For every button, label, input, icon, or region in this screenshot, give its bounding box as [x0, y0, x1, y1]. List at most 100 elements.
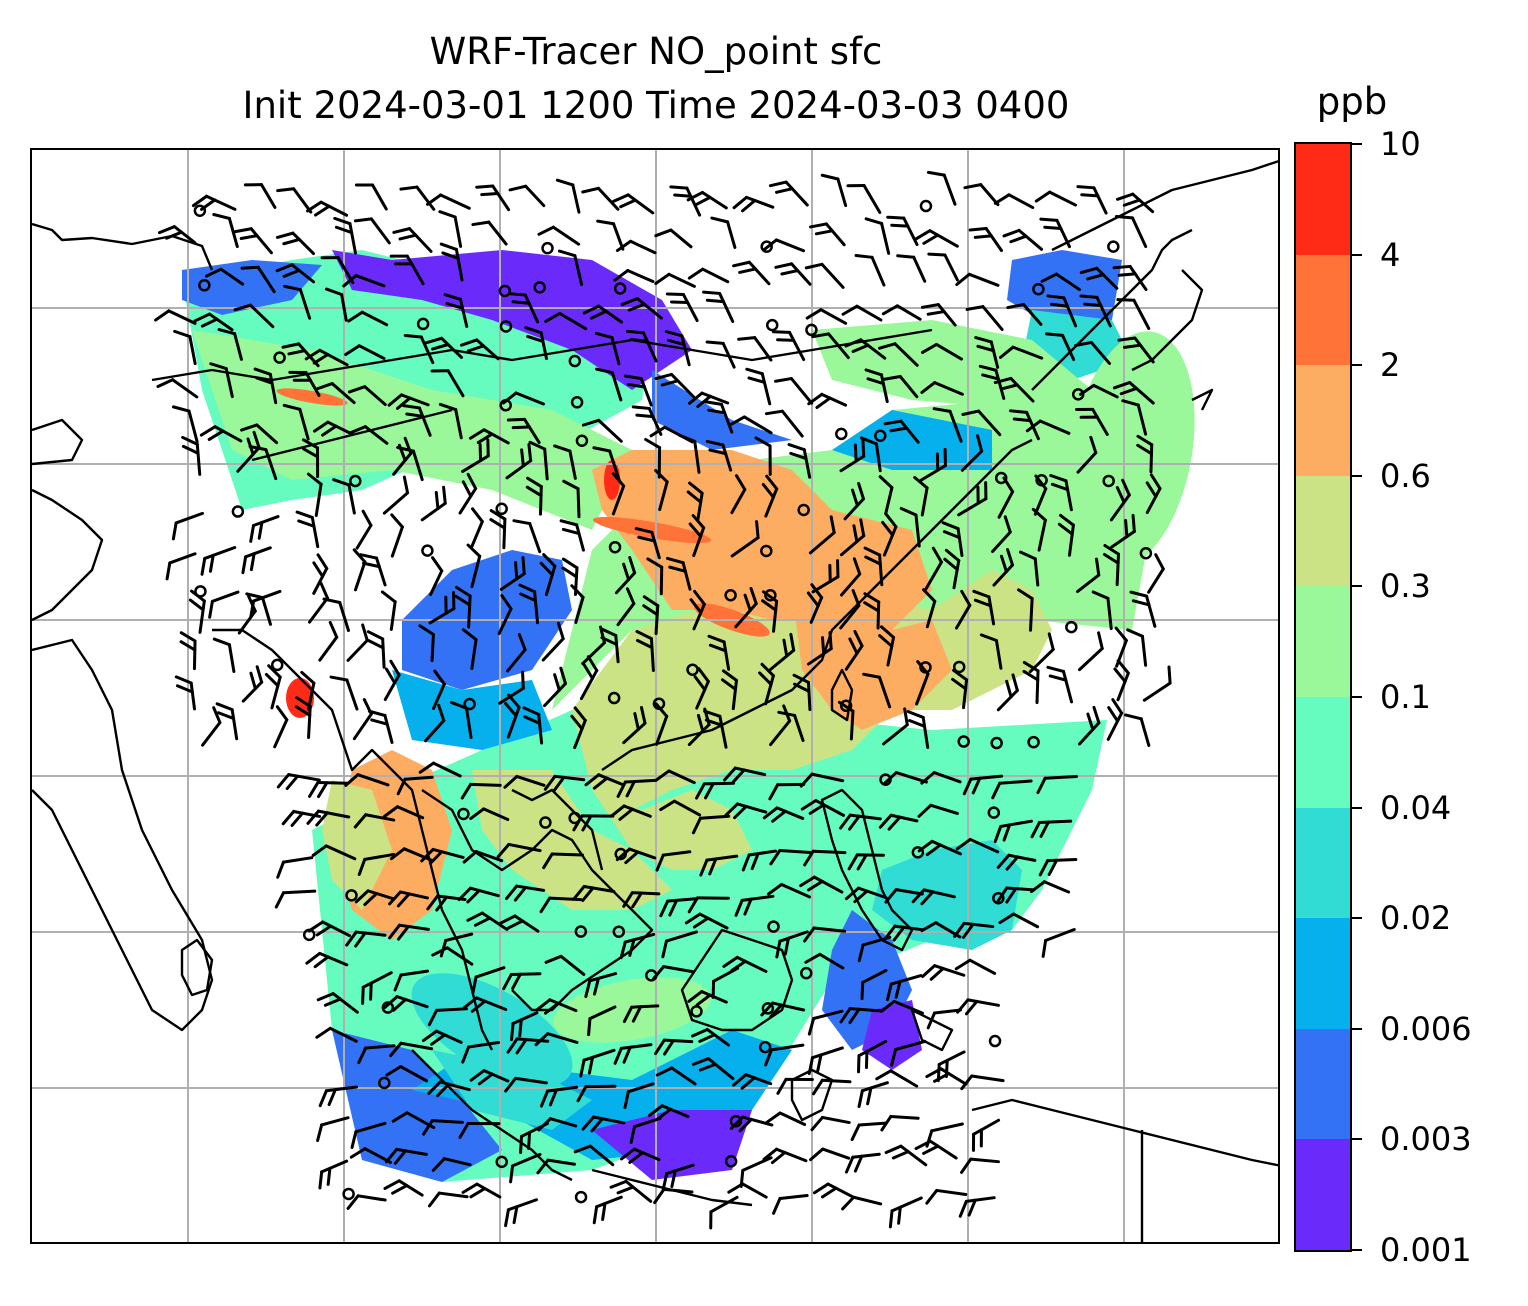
calm-wind-circle	[765, 318, 779, 332]
wind-barb	[620, 297, 663, 320]
wind-barb	[459, 338, 500, 361]
colorbar-tick	[1352, 585, 1362, 588]
coastline	[1131, 269, 1204, 372]
wind-barb	[799, 875, 844, 894]
wind-barb	[248, 445, 278, 481]
wind-barb	[1046, 294, 1078, 328]
wind-barb	[471, 220, 508, 246]
wind-barb	[960, 1157, 1000, 1174]
calm-wind-circle	[495, 502, 508, 516]
wind-barb	[1121, 399, 1148, 436]
wind-barb	[1039, 217, 1071, 249]
wind-barb	[1114, 214, 1148, 249]
wind-barb	[998, 912, 1040, 929]
wind-barb	[899, 506, 921, 548]
colorbar-segment	[1296, 254, 1350, 366]
wind-barb	[418, 624, 435, 663]
calm-wind-circle	[758, 1040, 772, 1054]
colorbar-segment	[1296, 918, 1350, 1029]
wind-barb	[920, 771, 962, 785]
wind-barb	[993, 376, 1035, 403]
concentration-band	[1007, 250, 1122, 320]
sumatra-coastline	[411, 1049, 573, 1182]
calm-wind-circle	[992, 891, 1005, 905]
wind-barb	[710, 216, 737, 249]
wind-barb	[1040, 272, 1082, 292]
wind-barb	[762, 806, 805, 823]
wind-barb	[274, 889, 317, 909]
wind-barb	[264, 664, 282, 710]
wind-barb	[1116, 298, 1151, 330]
wind-barb	[754, 436, 772, 476]
wind-barb	[943, 548, 961, 590]
wind-barb	[283, 284, 312, 320]
wind-barb	[587, 1005, 617, 1037]
wind-barb	[634, 527, 661, 560]
wind-barb	[884, 1144, 928, 1167]
coastline	[212, 628, 494, 1051]
wind-barb	[807, 392, 848, 410]
wind-barb	[584, 773, 625, 790]
wind-barb	[625, 329, 658, 363]
wind-barb	[1091, 590, 1113, 631]
wind-barb	[295, 510, 320, 549]
wind-barb	[233, 303, 275, 329]
colorbar-segment	[1296, 144, 1350, 255]
wind-barb	[595, 367, 623, 402]
wind-barb	[333, 216, 357, 255]
wind-barb	[599, 627, 620, 664]
wind-barb	[659, 897, 698, 918]
wind-barb	[461, 1182, 502, 1199]
wind-barb	[664, 330, 691, 367]
wind-barb	[308, 581, 329, 624]
wind-barb	[539, 553, 557, 597]
wind-barb	[366, 630, 386, 669]
wind-barb	[859, 436, 882, 473]
wind-barb	[775, 930, 809, 959]
wind-barb	[805, 308, 848, 325]
colorbar-tick-label: 10	[1380, 125, 1421, 163]
wind-barb	[307, 920, 352, 938]
wind-barb	[570, 584, 585, 624]
wind-barb	[616, 778, 657, 798]
calm-wind-circle	[987, 806, 1001, 819]
wind-barb	[393, 969, 430, 992]
wind-barb	[541, 621, 565, 662]
calm-wind-circle	[499, 320, 513, 333]
wind-barb	[957, 481, 988, 517]
wind-barb	[431, 946, 474, 966]
wind-barb	[461, 1041, 501, 1064]
colorbar-segment	[1296, 1028, 1350, 1140]
calm-wind-circle	[568, 354, 582, 368]
wind-barb	[774, 377, 814, 405]
wind-barb	[686, 190, 728, 210]
calm-wind-circle	[760, 544, 773, 558]
wind-barb	[562, 479, 581, 519]
wind-barb	[623, 1082, 655, 1110]
wind-barb	[613, 269, 655, 283]
wind-barb	[348, 425, 389, 445]
colorbar-tick-label: 0.04	[1380, 788, 1452, 827]
wind-barb	[730, 520, 760, 558]
wind-barb	[390, 513, 404, 558]
wind-barb	[353, 217, 391, 245]
wind-barb	[403, 333, 435, 365]
wind-barb	[737, 336, 773, 362]
wind-barb	[507, 292, 540, 324]
wind-barb	[768, 180, 809, 207]
wind-barb	[154, 309, 197, 325]
wind-barb	[430, 369, 465, 398]
wind-barb	[528, 440, 549, 481]
wind-barb	[536, 1158, 576, 1175]
wind-barb	[705, 340, 736, 369]
wind-barb	[646, 557, 664, 596]
wind-barb	[497, 594, 513, 636]
wind-barb	[991, 515, 1012, 554]
wind-barb	[917, 447, 947, 483]
wind-barb	[449, 700, 473, 740]
wind-barb	[499, 556, 526, 591]
wind-barb	[594, 331, 621, 366]
wind-barb	[422, 1119, 464, 1136]
wind-barb	[522, 706, 544, 745]
wind-barb	[156, 378, 199, 399]
